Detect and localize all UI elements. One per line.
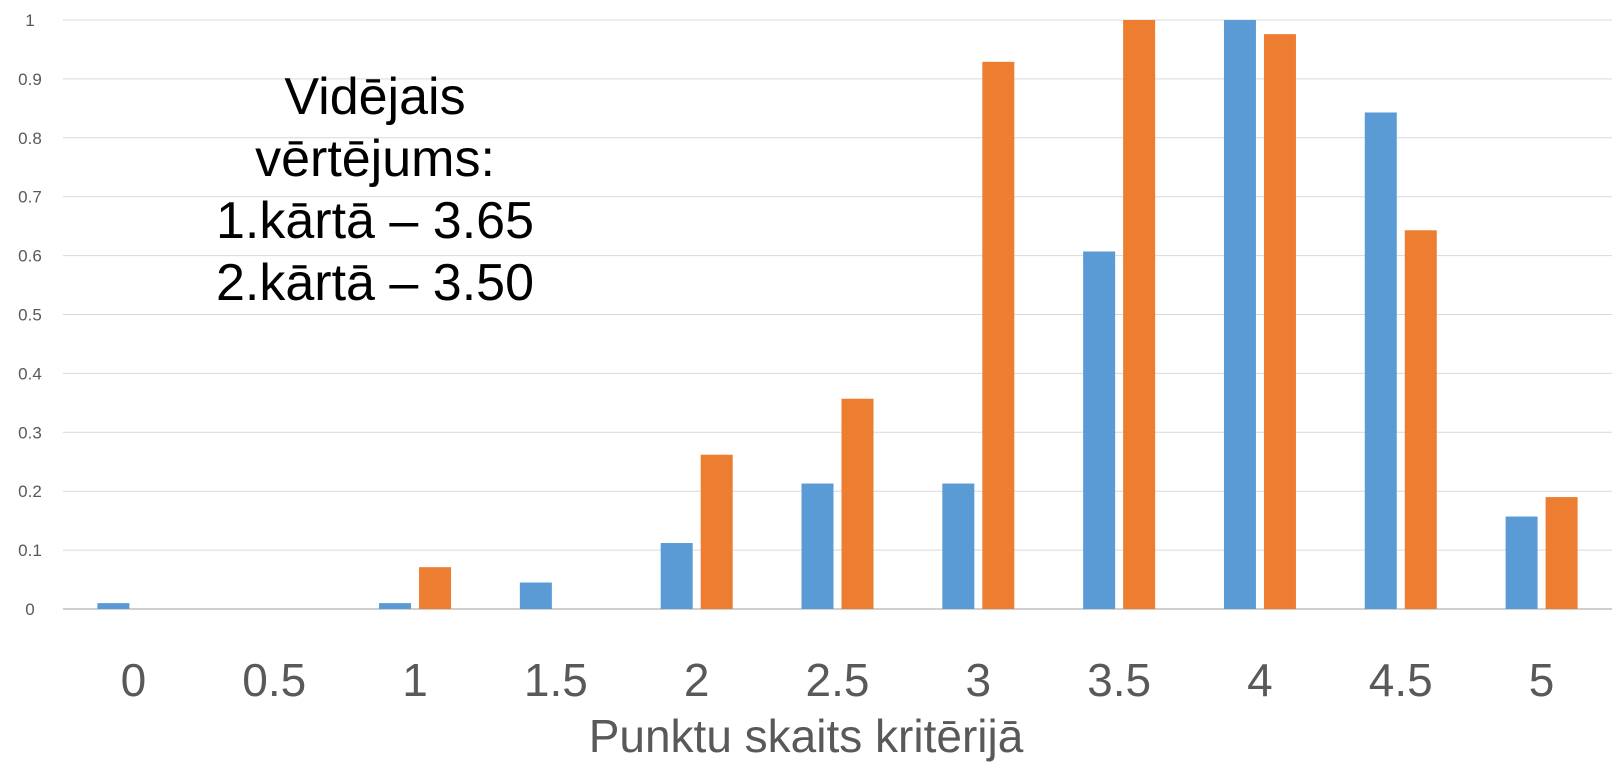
x-tick-label: 0	[121, 654, 147, 706]
annotation-line: 1.kārtā – 3.65	[216, 192, 534, 250]
bar-series-1	[1505, 516, 1538, 609]
y-tick-label: 1	[25, 11, 34, 30]
bar-series-2	[841, 398, 874, 609]
y-tick-label: 0.3	[18, 423, 42, 442]
bar-series-1	[1364, 112, 1397, 610]
x-tick-label: 5	[1529, 654, 1555, 706]
bar-series-2	[1404, 230, 1437, 609]
x-tick-label: 1	[402, 654, 428, 706]
bars	[97, 20, 1578, 610]
annotation-line: 2.kārtā – 3.50	[216, 254, 534, 312]
y-tick-label: 0.2	[18, 482, 42, 501]
y-tick-label: 0.7	[18, 188, 42, 207]
y-tick-label: 0.5	[18, 306, 42, 325]
bar-series-1	[1223, 20, 1256, 609]
bar-series-2	[1545, 497, 1578, 609]
y-tick-label: 0	[25, 600, 34, 619]
bar-series-1	[660, 543, 693, 609]
x-tick-label: 4.5	[1369, 654, 1433, 706]
x-axis-label: Punktu skaits kritērijā	[589, 710, 1024, 762]
bar-series-1	[1083, 251, 1116, 610]
x-tick-labels: 0 0.5 1 1.5 2 2.5 3 3.5 4 4.5 5	[121, 654, 1555, 706]
annotation-line: Vidējais	[284, 68, 466, 126]
average-score-annotation: Vidējais vērtējums: 1.kārtā – 3.65 2.kār…	[195, 66, 555, 314]
annotation-line: vērtējums:	[255, 130, 495, 188]
x-tick-label: 2.5	[806, 654, 870, 706]
bar-series-2	[982, 61, 1015, 610]
bar-series-2	[419, 567, 452, 609]
bar-series-1	[801, 483, 834, 609]
x-tick-label: 2	[684, 654, 710, 706]
y-tick-label: 0.9	[18, 70, 42, 89]
bar-series-2	[1123, 20, 1156, 609]
x-tick-label: 4	[1247, 654, 1273, 706]
x-tick-label: 3	[966, 654, 992, 706]
y-tick-label: 0.6	[18, 247, 42, 266]
bar-series-2	[700, 454, 733, 609]
bar-series-1	[519, 582, 552, 609]
bar-series-2	[1263, 34, 1296, 610]
y-tick-labels: 0 0.1 0.2 0.3 0.4 0.5 0.6 0.7 0.8 0.9 1	[18, 11, 42, 619]
bar-series-1	[379, 603, 412, 609]
bar-series-1	[942, 483, 975, 609]
bar-series-1	[97, 603, 130, 609]
x-tick-label: 3.5	[1087, 654, 1151, 706]
x-tick-label: 1.5	[524, 654, 588, 706]
y-tick-label: 0.4	[18, 364, 42, 383]
x-tick-label: 0.5	[242, 654, 306, 706]
gridlines	[63, 19, 1612, 610]
y-tick-label: 0.8	[18, 129, 42, 148]
y-tick-label: 0.1	[18, 541, 42, 560]
